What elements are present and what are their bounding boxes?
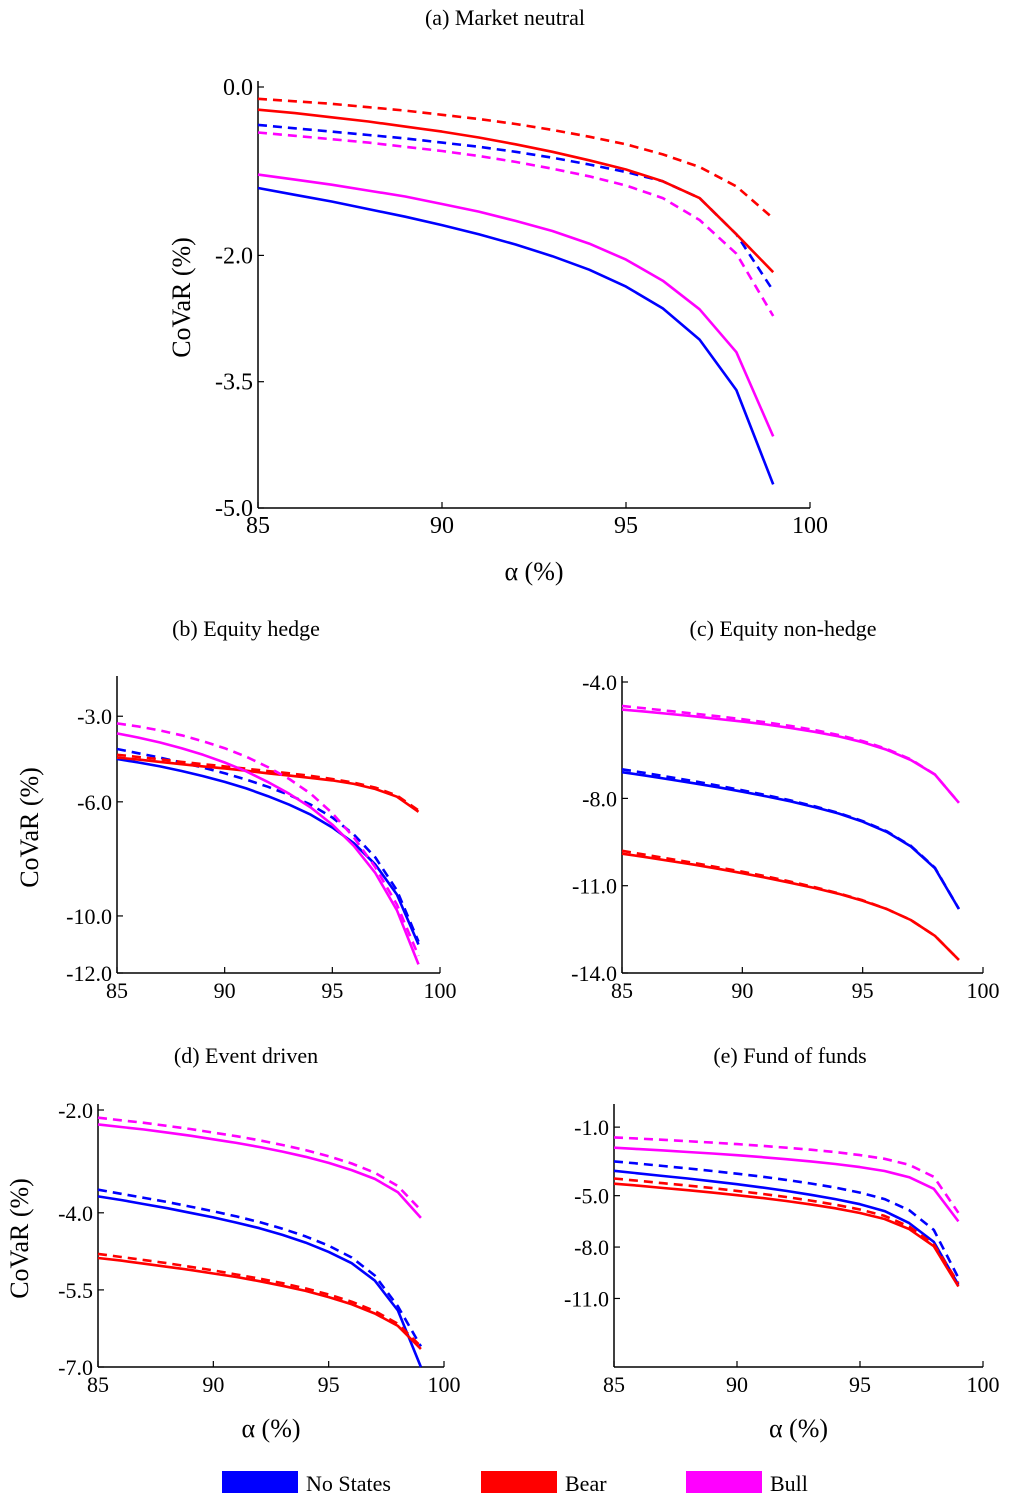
y-axis-label: CoVaR (%)	[15, 767, 44, 888]
y-tick-label: -3.5	[215, 370, 253, 396]
legend-item-bear: Bear	[481, 1471, 607, 1496]
y-tick-label: -4.0	[58, 1201, 93, 1226]
chart-title: (e) Fund of funds	[713, 1043, 866, 1068]
y-tick-label: -5.0	[574, 1184, 609, 1209]
x-tick-label: 90	[430, 513, 454, 539]
x-tick-label: 95	[852, 978, 874, 1003]
series-line-bull-solid	[613, 1146, 960, 1223]
legend-swatch-bear	[481, 1471, 557, 1493]
x-tick-label: 100	[428, 1372, 461, 1397]
series-line-no-states-solid	[116, 757, 420, 946]
series-line-no-states-dashed	[621, 768, 961, 910]
x-tick-label: 90	[726, 1372, 748, 1397]
chart-title: (a) Market neutral	[425, 5, 585, 30]
y-tick-label: -2.0	[215, 243, 253, 269]
series-line-bear-dashed	[116, 753, 420, 812]
legend: No States Bear Bull	[222, 1471, 808, 1496]
chart-title: (d) Event driven	[174, 1043, 318, 1068]
series-line-bull-dashed	[97, 1116, 422, 1212]
panel-fund-of-funds: (e) Fund of funds -1.0 -5.0 -8.0 -11.0 85 90 95…	[564, 1043, 1000, 1443]
y-tick-label: -1.0	[574, 1115, 609, 1140]
y-tick-label: -4.0	[582, 670, 617, 695]
series-line-no-states-solid	[621, 770, 961, 910]
x-tick-label: 85	[603, 1372, 625, 1397]
y-tick-label: -12.0	[66, 961, 112, 986]
series-line-bear-solid	[97, 1256, 422, 1350]
chart-title: (c) Equity non-hedge	[690, 616, 877, 641]
x-tick-label: 95	[321, 978, 343, 1003]
series-line-bear-solid	[621, 852, 960, 961]
x-axis-label: α (%)	[504, 557, 563, 586]
legend-label-bull: Bull	[770, 1471, 808, 1496]
series-line-no-states-dashed	[97, 1188, 423, 1348]
x-tick-label: 100	[792, 513, 828, 539]
legend-item-no-states: No States	[222, 1471, 391, 1496]
y-tick-label: -11.0	[564, 1286, 609, 1311]
legend-label-no-states: No States	[306, 1471, 391, 1496]
x-tick-label: 85	[87, 1372, 109, 1397]
legend-item-bull: Bull	[686, 1471, 808, 1496]
series-line-no-states-dashed	[257, 123, 775, 292]
series-line-no-states-dashed	[613, 1160, 960, 1279]
x-tick-label: 90	[202, 1372, 224, 1397]
series-line-bear-dashed	[97, 1252, 422, 1348]
y-tick-label: -2.0	[58, 1098, 93, 1123]
series-line-no-states-solid	[97, 1195, 423, 1368]
series-line-bull-solid	[97, 1123, 422, 1219]
x-tick-label: 85	[611, 978, 633, 1003]
y-tick-label: -11.0	[572, 874, 617, 899]
y-tick-label: -5.5	[58, 1278, 93, 1303]
y-axis-label: CoVaR (%)	[167, 237, 196, 358]
y-tick-label: -8.0	[574, 1235, 609, 1260]
x-axis-label: α (%)	[769, 1414, 828, 1443]
series-line-bull-solid	[116, 732, 420, 965]
y-tick-label: -5.0	[215, 496, 253, 522]
x-tick-label: 100	[967, 1372, 1000, 1397]
series-line-bull-dashed	[613, 1136, 960, 1214]
series-line-no-states-solid	[257, 186, 775, 485]
x-tick-label: 90	[214, 978, 236, 1003]
y-tick-label: -6.0	[77, 790, 112, 815]
series-line-bull-solid	[621, 708, 960, 804]
series-line-bear-solid	[257, 108, 775, 274]
x-tick-label: 85	[106, 978, 128, 1003]
x-tick-label: 100	[967, 978, 1000, 1003]
x-tick-label: 85	[246, 513, 270, 539]
series-line-bull-solid	[257, 173, 775, 437]
chart-title: (b) Equity hedge	[172, 616, 320, 641]
x-tick-label: 100	[424, 978, 457, 1003]
y-tick-label: -14.0	[571, 961, 617, 986]
x-tick-label: 95	[614, 513, 638, 539]
y-tick-label: 0.0	[223, 75, 253, 101]
y-tick-label: -3.0	[77, 704, 112, 729]
panel-event-driven: (d) Event driven -2.0 -4.0 -5.5 -7.085 90 95 10…	[5, 1043, 461, 1443]
x-tick-label: 95	[318, 1372, 340, 1397]
x-tick-label: 90	[731, 978, 753, 1003]
panel-market-neutral: (a) Market neutral 0.0 -2.0 -3.5 -5.085 90 95 1…	[167, 5, 828, 586]
x-axis-label: α (%)	[241, 1414, 300, 1443]
series-line-bull-dashed	[621, 704, 960, 804]
legend-swatch-bull	[686, 1471, 762, 1493]
series-line-bull-dashed	[257, 131, 775, 317]
series-line-bear-dashed	[621, 849, 960, 961]
y-tick-label: -10.0	[66, 904, 112, 929]
series-line-bear-dashed	[257, 97, 775, 220]
legend-swatch-no-states	[222, 1471, 298, 1493]
series-line-bear-solid	[613, 1182, 960, 1288]
y-tick-label: -8.0	[582, 786, 617, 811]
panel-equity-non-hedge: (c) Equity non-hedge -4.0 -8.0 -11.0 -14.085…	[571, 616, 999, 1003]
series-line-no-states-solid	[613, 1169, 960, 1286]
x-tick-label: 95	[849, 1372, 871, 1397]
series-line-bear-dashed	[613, 1177, 960, 1284]
series-line-no-states-dashed	[116, 747, 420, 943]
panel-equity-hedge: (b) Equity hedge -3.0 -6.0 -10.0 -12.085 90 95…	[15, 616, 457, 1003]
y-tick-label: -7.0	[58, 1355, 93, 1380]
series-line-bull-dashed	[116, 722, 420, 957]
legend-label-bear: Bear	[565, 1471, 607, 1496]
y-axis-label: CoVaR (%)	[5, 1178, 34, 1299]
series-line-bear-solid	[116, 756, 420, 813]
